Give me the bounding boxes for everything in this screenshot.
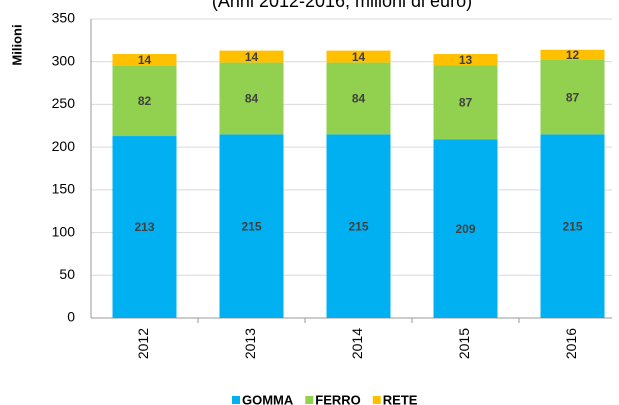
bar-segment	[326, 50, 391, 63]
bar-segment	[219, 134, 284, 318]
value-label: 87	[566, 90, 580, 104]
bar-segment	[540, 134, 605, 318]
y-tick-label: 350	[52, 10, 76, 26]
value-label: 215	[348, 219, 368, 233]
y-axis-label: Milioni	[9, 24, 24, 65]
bar-segment	[112, 136, 177, 318]
chart-subtitle: (Anni 2012-2016, milioni di euro)	[212, 0, 472, 11]
bar-segment	[540, 49, 605, 61]
bar-segment	[219, 50, 284, 63]
value-label: 84	[352, 92, 366, 106]
value-label: 84	[245, 92, 259, 106]
x-tick-label: 2013	[242, 328, 258, 359]
y-tick-label: 200	[52, 138, 76, 154]
y-tick-label: 150	[52, 181, 76, 197]
bar-segment	[326, 62, 391, 135]
y-tick-label: 0	[67, 309, 75, 325]
legend-label: RETE	[383, 392, 418, 405]
value-label: 213	[134, 220, 154, 234]
value-label: 14	[352, 50, 366, 64]
value-label: 87	[459, 95, 473, 109]
y-tick-label: 250	[52, 95, 76, 111]
bar-segment	[540, 60, 605, 135]
value-label: 14	[138, 53, 152, 67]
bar-segment	[433, 139, 498, 318]
bar-segment	[433, 54, 498, 66]
value-label: 14	[245, 50, 259, 64]
value-label: 82	[138, 94, 152, 108]
value-label: 209	[455, 222, 475, 236]
x-tick-label: 2016	[563, 328, 579, 359]
legend-swatch	[372, 396, 381, 404]
bar-segment	[112, 54, 177, 66]
x-tick-label: 2014	[349, 328, 365, 359]
legend-label: FERRO	[315, 392, 361, 405]
legend-swatch	[232, 396, 240, 404]
value-label: 215	[241, 219, 261, 233]
x-tick-label: 2012	[135, 328, 151, 359]
value-label: 12	[566, 48, 580, 62]
bar-segment	[326, 134, 391, 318]
legend-swatch	[305, 396, 314, 404]
bar-segment	[112, 65, 177, 137]
x-tick-label: 2015	[456, 328, 472, 359]
legend-label: GOMMA	[242, 392, 294, 405]
bar-segment	[433, 65, 498, 140]
y-tick-label: 300	[52, 52, 76, 68]
value-label: 13	[459, 53, 473, 67]
value-label: 215	[562, 219, 582, 233]
bar-segment	[219, 62, 284, 135]
y-tick-label: 50	[59, 266, 75, 282]
y-tick-label: 100	[52, 223, 76, 239]
